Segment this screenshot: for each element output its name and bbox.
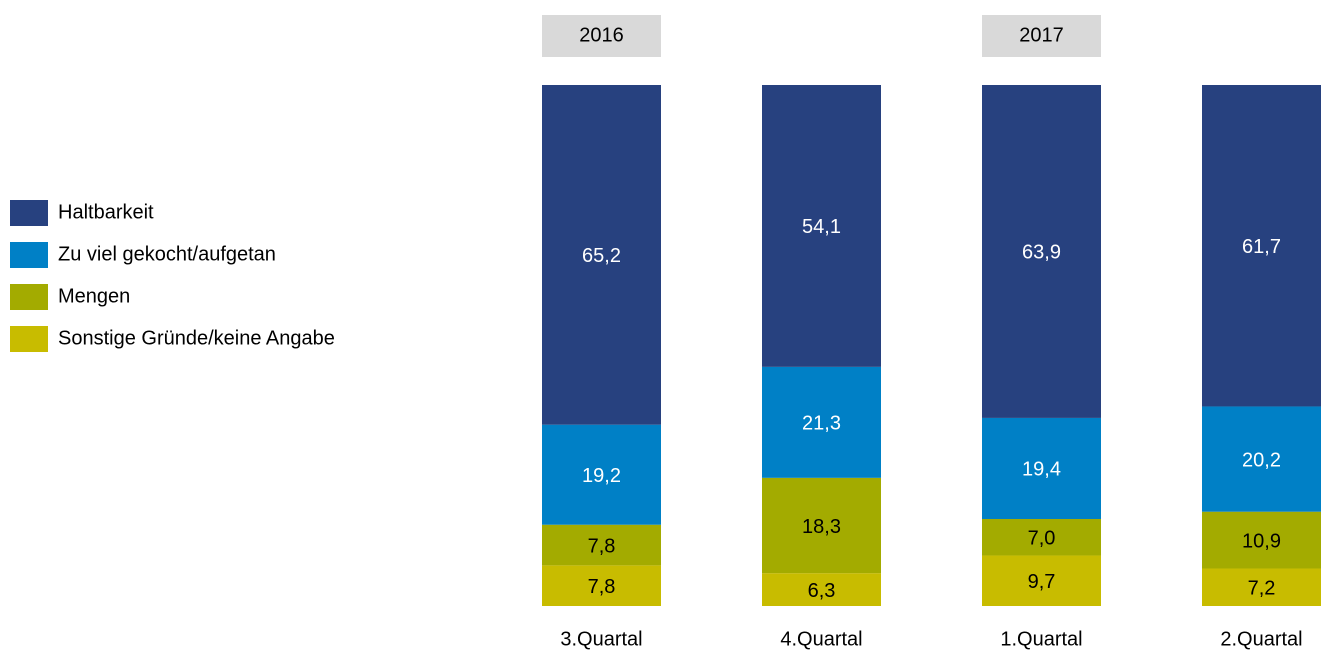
legend-label: Sonstige Gründe/keine Angabe [58, 327, 335, 349]
bar-segment [762, 573, 881, 606]
bar-segment [1202, 568, 1321, 606]
bar-segment [542, 424, 661, 525]
value-label: 54,1 [802, 216, 841, 238]
bar-segment [762, 85, 881, 367]
value-label: 61,7 [1242, 236, 1281, 258]
bar-segment [542, 565, 661, 606]
legend-swatch [10, 326, 48, 352]
year-box [542, 15, 661, 57]
value-label: 7,8 [588, 576, 616, 598]
legend-swatch [10, 200, 48, 226]
value-label: 21,3 [802, 413, 841, 435]
bar-segment [762, 477, 881, 574]
legend-swatch [10, 242, 48, 268]
year-box [982, 15, 1101, 57]
legend-label: Mengen [58, 285, 130, 307]
value-label: 7,0 [1028, 528, 1056, 550]
bar-segment [762, 366, 881, 478]
year-label: 2017 [1019, 24, 1064, 46]
bar-segment [1202, 406, 1321, 512]
x-tick-label: 4.Quartal [780, 628, 862, 650]
value-label: 9,7 [1028, 571, 1056, 593]
x-tick-label: 2.Quartal [1220, 628, 1302, 650]
value-label: 19,4 [1022, 459, 1061, 481]
bar-segment [542, 524, 661, 566]
value-label: 65,2 [582, 245, 621, 267]
legend-label: Haltbarkeit [58, 201, 154, 223]
value-label: 19,2 [582, 465, 621, 487]
value-label: 63,9 [1022, 242, 1061, 264]
x-tick-label: 3.Quartal [560, 628, 642, 650]
value-label: 10,9 [1242, 530, 1281, 552]
bar-segment [982, 417, 1101, 519]
value-label: 6,3 [808, 580, 836, 602]
bar-segment [982, 555, 1101, 606]
x-tick-label: 1.Quartal [1000, 628, 1082, 650]
bar-segment [1202, 511, 1321, 569]
year-label: 2016 [579, 24, 624, 46]
bar-segment [982, 85, 1101, 418]
value-label: 18,3 [802, 516, 841, 538]
legend-swatch [10, 284, 48, 310]
value-label: 20,2 [1242, 449, 1281, 471]
legend-label: Zu viel gekocht/aufgetan [58, 243, 276, 265]
bar-segment [1202, 85, 1321, 407]
value-label: 7,8 [588, 535, 616, 557]
value-label: 7,2 [1248, 578, 1276, 600]
bar-segment [542, 85, 661, 425]
bar-segment [982, 518, 1101, 556]
